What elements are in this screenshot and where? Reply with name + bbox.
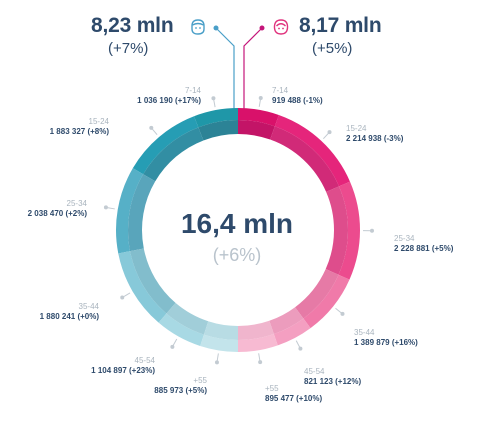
- women-segment-35-44: [303, 274, 350, 329]
- men-count: 8,23 mln: [91, 14, 174, 37]
- total-change: (+6%): [212, 245, 262, 265]
- value-label: 895 477 (+10%): [265, 394, 323, 403]
- value-label: 2 228 881 (+5%): [394, 244, 454, 253]
- women-leader-dot-35-44: [340, 311, 345, 316]
- women-segment-inner-45-54: [269, 307, 304, 334]
- men-segment-inner-35-44: [130, 248, 176, 314]
- value-label: 2 038 470 (+2%): [27, 209, 87, 218]
- men-label-7-14: 7-14 1 036 190 (+17%): [137, 86, 201, 106]
- men-leader-dot-25-34: [103, 205, 108, 210]
- age-label: 15-24: [88, 117, 109, 126]
- men-segment-35-44: [118, 251, 167, 323]
- age-label: 35-44: [78, 302, 99, 311]
- age-label: 25-34: [394, 234, 415, 243]
- men-label-15-24: 15-24 1 883 327 (+8%): [50, 117, 109, 137]
- female-face-icon: [273, 19, 289, 35]
- age-label: 25-34: [66, 199, 87, 208]
- men-label-55-plus: +55 885 973 (+5%): [154, 376, 207, 396]
- women-leader-dot-7-14: [258, 95, 263, 100]
- header-leader-lines: [213, 25, 265, 110]
- women-segment-inner-35-44: [295, 269, 339, 319]
- age-label: 45-54: [134, 356, 155, 365]
- women-label-35-44: 35-44 1 389 879 (+16%): [354, 328, 418, 348]
- value-label: 1 036 190 (+17%): [137, 96, 201, 105]
- men-label-45-54: 45-54 1 104 897 (+23%): [91, 356, 155, 376]
- value-label: 821 123 (+12%): [304, 377, 362, 386]
- age-label: 35-44: [354, 328, 375, 337]
- women-segment-25-34: [338, 181, 360, 280]
- women-count: 8,17 mln: [299, 14, 382, 37]
- value-label: 1 880 241 (+0%): [39, 312, 99, 321]
- men-label-25-34: 25-34 2 038 470 (+2%): [28, 199, 87, 219]
- men-segment-45-54: [158, 313, 204, 346]
- value-label: 919 488 (-1%): [272, 96, 323, 105]
- men-leader-dot-15-24: [149, 125, 154, 130]
- women-label-55-plus: +55 895 477 (+10%): [265, 384, 322, 404]
- women-segment-inner-25-34: [325, 186, 348, 275]
- age-label: 15-24: [346, 124, 367, 133]
- men-segment-inner-15-24: [143, 127, 204, 182]
- women-label-45-54: 45-54 821 123 (+12%): [304, 367, 361, 387]
- men-label-35-44: 35-44 1 880 241 (+0%): [40, 302, 99, 322]
- women-leader-dot-15-24: [327, 130, 332, 135]
- women-change: (+5%): [312, 40, 353, 57]
- age-label: 7-14: [272, 86, 289, 95]
- age-label: +55: [265, 384, 279, 393]
- women-segment-15-24: [274, 115, 350, 187]
- value-label: 885 973 (+5%): [154, 386, 207, 395]
- women-segment-inner-15-24: [270, 126, 339, 192]
- men-segment-inner-25-34: [128, 174, 156, 252]
- women-leader-dot-45-54: [298, 346, 303, 351]
- value-label: 1 104 897 (+23%): [91, 366, 155, 375]
- women-segment-7-14: [238, 108, 279, 127]
- men-segment-inner-plus55: [203, 321, 238, 340]
- women-segment-inner-7-14: [238, 120, 275, 140]
- women-leader-dot-25-34: [369, 228, 374, 233]
- men-segment-inner-7-14: [198, 120, 238, 141]
- value-label: 1 389 879 (+16%): [354, 338, 418, 347]
- men-leader-dot-35-44: [120, 295, 125, 300]
- total-count: 16,4 mln: [180, 208, 294, 239]
- women-leader-dot-plus55: [258, 360, 263, 365]
- women-header-line: [243, 27, 263, 110]
- women-segment-plus55: [238, 333, 278, 352]
- men-leader-dot-7-14: [211, 96, 216, 101]
- women-label-7-14: 7-14 919 488 (-1%): [272, 86, 323, 106]
- men-leader-dot-plus55: [214, 360, 219, 365]
- value-label: 2 214 938 (-3%): [346, 134, 404, 143]
- men-segment-plus55: [200, 334, 238, 352]
- women-header-dot: [259, 25, 265, 31]
- men-segment-7-14: [194, 108, 238, 128]
- men-header-dot: [213, 25, 219, 31]
- women-segment-45-54: [273, 318, 311, 346]
- male-face-icon: [191, 19, 205, 35]
- men-header-line: [215, 27, 235, 110]
- men-segment-15-24: [132, 116, 199, 175]
- women-label-25-34: 25-34 2 228 881 (+5%): [394, 234, 453, 254]
- age-label: 45-54: [304, 367, 325, 376]
- men-segment-25-34: [115, 168, 144, 254]
- age-label: +55: [193, 376, 207, 385]
- label-leader-dots: [103, 95, 374, 365]
- women-label-15-24: 15-24 2 214 938 (-3%): [346, 124, 403, 144]
- value-label: 1 883 327 (+8%): [49, 127, 109, 136]
- women-segment-inner-plus55: [238, 320, 274, 340]
- age-label: 7-14: [184, 86, 201, 95]
- donut-segments: [115, 108, 360, 352]
- men-segment-inner-45-54: [166, 302, 209, 335]
- men-leader-dot-45-54: [170, 344, 175, 349]
- men-change: (+7%): [108, 40, 149, 57]
